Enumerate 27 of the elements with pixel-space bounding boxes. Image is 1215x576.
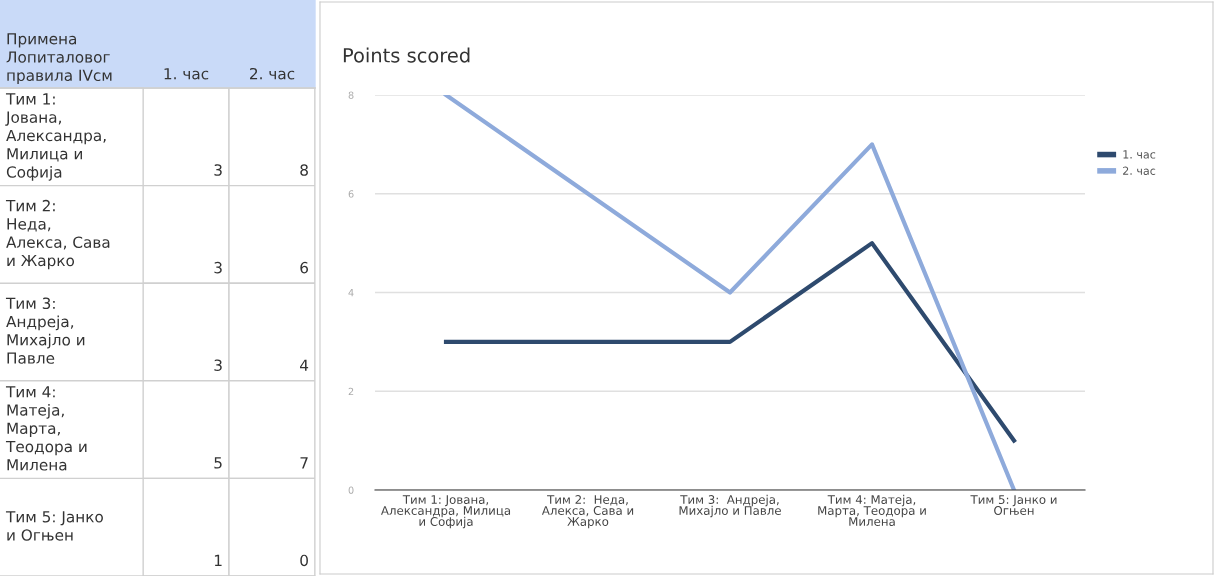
legend-label: 2. час bbox=[1123, 166, 1156, 175]
y-tick-label: 4 bbox=[348, 289, 354, 297]
x-tick-label: Тим 1: Јована, Александра, Милица и Софија bbox=[380, 495, 511, 529]
y-tick-label: Тим 2: Неда, Алекса, Сава и Жарко bbox=[5, 199, 110, 270]
x-tick-label: Тим 5: Јанко и Огњен bbox=[970, 495, 1057, 515]
chart-title: Points scored bbox=[343, 47, 470, 63]
data-label: 7 bbox=[300, 457, 308, 469]
data-label: 4 bbox=[300, 359, 309, 371]
legend-label: 1. час bbox=[1123, 150, 1156, 159]
data-label: 1 bbox=[214, 554, 222, 566]
data-label: 8 bbox=[300, 164, 308, 176]
data-label: 3 bbox=[214, 261, 222, 274]
data-label: 6 bbox=[300, 261, 309, 274]
data-label: 5 bbox=[214, 457, 222, 469]
data-label: 3 bbox=[214, 359, 222, 372]
x-tick-label: Тим 4: Матеја, Марта, Теодора и Милена bbox=[818, 494, 926, 526]
y-tick-label: 2 bbox=[348, 387, 354, 395]
data-label: 0 bbox=[300, 554, 308, 567]
chart-title: Примена Лопиталовог правила IVсм bbox=[6, 33, 112, 84]
data-label: 3 bbox=[214, 164, 222, 176]
y-tick-label: Тим 3: Андреја, Михајло и Павле bbox=[5, 297, 85, 364]
x-tick-label: Тим 3: Андреја, Михајло и Павле bbox=[679, 494, 781, 518]
line-series bbox=[443, 95, 1017, 490]
y-tick-label: 0 bbox=[348, 486, 354, 494]
x-tick-label: Тим 2: Неда, Алекса, Сава и Жарко bbox=[541, 495, 634, 529]
y-tick-label: 8 bbox=[348, 91, 354, 99]
y-tick-label: 6 bbox=[348, 190, 354, 198]
